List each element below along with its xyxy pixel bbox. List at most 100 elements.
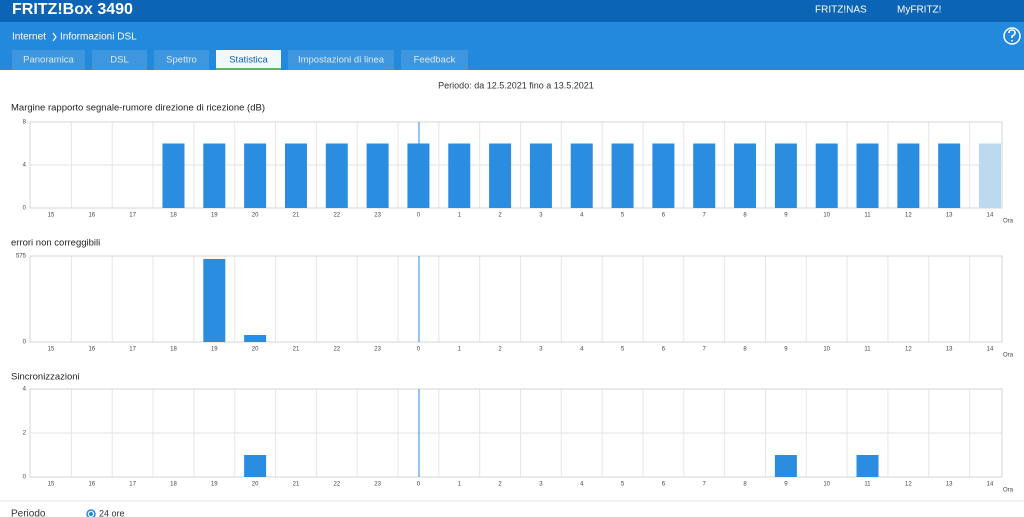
bar bbox=[162, 143, 185, 208]
x-tick-label: 3 bbox=[539, 482, 543, 488]
tab-label[interactable]: Spettro bbox=[166, 55, 197, 66]
x-tick-label: 9 bbox=[784, 213, 788, 219]
x-tick-label: 11 bbox=[864, 213, 871, 219]
x-tick-label: 10 bbox=[823, 482, 830, 488]
x-tick-label: 13 bbox=[946, 347, 953, 353]
help-button[interactable] bbox=[1003, 27, 1021, 45]
bar bbox=[774, 143, 797, 208]
bar bbox=[203, 258, 226, 342]
x-tick-label: 16 bbox=[88, 482, 95, 488]
bar bbox=[407, 143, 430, 208]
bar bbox=[489, 143, 512, 208]
chart: Margine rapporto segnale-rumore direzion… bbox=[11, 103, 1014, 225]
x-tick-label: 23 bbox=[374, 213, 381, 219]
x-tick-label: 12 bbox=[905, 213, 912, 219]
x-tick-label: 8 bbox=[743, 347, 747, 353]
x-tick-label: 9 bbox=[784, 482, 788, 488]
x-tick-label: 13 bbox=[946, 213, 953, 219]
top-bar bbox=[0, 0, 1024, 22]
x-tick-label: 19 bbox=[211, 213, 218, 219]
x-tick-label: 19 bbox=[211, 347, 218, 353]
x-tick-label: 16 bbox=[88, 213, 95, 219]
tab[interactable] bbox=[154, 50, 209, 70]
x-tick-label: 8 bbox=[743, 213, 747, 219]
radio-label[interactable]: 24 ore bbox=[99, 508, 125, 517]
x-tick-label: 7 bbox=[703, 482, 707, 488]
plot-frame bbox=[29, 121, 1003, 209]
x-tick-label: 16 bbox=[88, 347, 95, 353]
bar bbox=[611, 143, 634, 208]
tab-label[interactable]: Panoramica bbox=[23, 55, 74, 66]
x-tick-label: 5 bbox=[621, 482, 625, 488]
tab[interactable] bbox=[288, 50, 394, 70]
y-tick-label: 2 bbox=[23, 431, 27, 437]
bar bbox=[203, 143, 226, 208]
x-tick-label: 11 bbox=[864, 482, 871, 488]
brand: FRITZ!Box 3490 bbox=[12, 1, 133, 18]
x-tick-label: 21 bbox=[293, 482, 300, 488]
charts: Margine rapporto segnale-rumore direzion… bbox=[11, 103, 1014, 494]
bar bbox=[529, 143, 552, 208]
x-tick-label: 21 bbox=[293, 213, 300, 219]
y-tick-label: 0 bbox=[23, 340, 27, 346]
x-tick-label: 15 bbox=[48, 213, 55, 219]
tab-label[interactable]: DSL bbox=[110, 55, 128, 66]
x-tick-label: 3 bbox=[539, 347, 543, 353]
x-tick-label: 6 bbox=[662, 213, 666, 219]
x-axis-label: Ora bbox=[1003, 219, 1014, 225]
tab[interactable] bbox=[216, 50, 281, 70]
tab-label[interactable]: Impostazioni di linea bbox=[298, 55, 385, 66]
bar bbox=[856, 143, 879, 208]
x-tick-label: 14 bbox=[987, 347, 994, 353]
x-tick-label: 2 bbox=[498, 482, 502, 488]
x-tick-label: 6 bbox=[662, 482, 666, 488]
bar bbox=[774, 455, 797, 477]
x-tick-label: 14 bbox=[987, 482, 994, 488]
bar bbox=[815, 143, 838, 208]
tabs: Panoramica DSL Spettro Statistica Impostazio… bbox=[12, 50, 468, 70]
y-tick-label: 0 bbox=[23, 475, 27, 481]
bar bbox=[652, 143, 675, 208]
tab[interactable] bbox=[12, 50, 85, 70]
tab-underline bbox=[216, 68, 281, 70]
x-tick-label: 1 bbox=[458, 347, 462, 353]
bar bbox=[366, 143, 389, 208]
bar bbox=[856, 455, 879, 477]
x-tick-label: 2 bbox=[498, 213, 502, 219]
breadcrumb-item[interactable]: Internet bbox=[12, 32, 46, 43]
x-tick-label: 7 bbox=[703, 213, 707, 219]
bar bbox=[244, 455, 267, 477]
x-tick-label: 22 bbox=[333, 482, 340, 488]
plot-frame bbox=[29, 255, 1003, 343]
tab[interactable] bbox=[92, 50, 147, 70]
chart-title: errori non correggibili bbox=[11, 238, 100, 249]
chart-title: Margine rapporto segnale-rumore direzion… bbox=[11, 103, 265, 114]
x-tick-label: 12 bbox=[905, 347, 912, 353]
x-tick-label: 6 bbox=[662, 347, 666, 353]
x-tick-label: 17 bbox=[129, 347, 136, 353]
x-tick-label: 1 bbox=[458, 213, 462, 219]
breadcrumb-separator bbox=[52, 32, 57, 42]
tab[interactable] bbox=[401, 50, 468, 70]
x-tick-label: 4 bbox=[580, 347, 584, 353]
x-tick-label: 17 bbox=[129, 213, 136, 219]
nav-link[interactable]: FRITZ!NAS bbox=[815, 5, 867, 16]
nav-bar bbox=[0, 22, 1024, 70]
x-tick-label: 20 bbox=[252, 482, 259, 488]
bar bbox=[244, 334, 267, 342]
x-tick-label: 0 bbox=[417, 482, 421, 488]
tab-label[interactable]: Statistica bbox=[229, 55, 268, 66]
x-tick-label: 15 bbox=[48, 347, 55, 353]
x-tick-label: 21 bbox=[293, 347, 300, 353]
bar bbox=[693, 143, 716, 208]
x-tick-label: 18 bbox=[170, 482, 177, 488]
nav-link[interactable]: MyFRITZ! bbox=[897, 5, 941, 16]
bar bbox=[979, 143, 1001, 208]
x-tick-label: 10 bbox=[823, 213, 830, 219]
x-tick-label: 13 bbox=[946, 482, 953, 488]
tab-label[interactable]: Feedback bbox=[414, 55, 456, 66]
